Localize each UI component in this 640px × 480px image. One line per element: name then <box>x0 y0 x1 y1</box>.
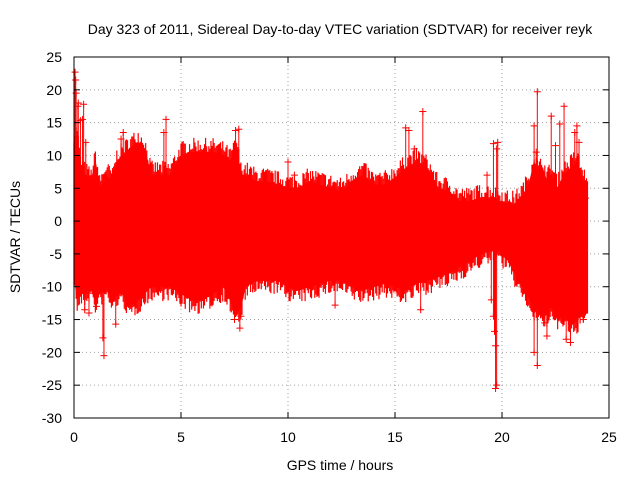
y-tick-label: 25 <box>46 49 62 65</box>
x-tick-label: 0 <box>70 429 78 445</box>
data-point <box>231 316 238 324</box>
data-point <box>573 122 581 130</box>
data-point <box>74 99 82 107</box>
data-point <box>543 332 551 340</box>
y-tick-label: 20 <box>46 82 62 98</box>
data-point <box>419 107 427 115</box>
data-point <box>566 339 574 347</box>
data-point <box>552 142 559 150</box>
data-point <box>577 308 585 316</box>
data-point <box>405 127 413 135</box>
y-tick-label: -15 <box>42 312 62 328</box>
data-point <box>81 306 89 314</box>
x-tick-label: 15 <box>387 429 403 445</box>
data-point <box>331 301 339 309</box>
data-point <box>493 381 501 389</box>
data-point <box>489 140 497 148</box>
data-point <box>541 319 549 327</box>
data-point <box>492 384 500 392</box>
data-point <box>119 128 127 136</box>
data-point <box>82 138 90 146</box>
y-tick-label: -25 <box>42 377 62 393</box>
x-tick-label: 5 <box>177 429 185 445</box>
chart-title: Day 323 of 2011, Sidereal Day-to-day VTE… <box>88 21 593 37</box>
data-point <box>562 335 570 343</box>
x-tick-label: 10 <box>280 429 296 445</box>
y-tick-label: 10 <box>46 147 62 163</box>
data-point <box>114 291 122 299</box>
y-tick-label: -20 <box>42 344 62 360</box>
data-point <box>80 100 88 108</box>
data-point <box>237 312 245 320</box>
y-tick-label: -5 <box>50 246 63 262</box>
data-point <box>100 352 108 360</box>
data-point <box>235 125 243 133</box>
data-point <box>290 171 298 179</box>
data-point <box>162 115 170 123</box>
data-point <box>99 334 107 342</box>
data-point <box>530 122 538 130</box>
data-point <box>493 145 501 153</box>
data-point <box>92 302 100 310</box>
data-point <box>236 324 244 332</box>
data-point <box>483 171 491 179</box>
data-series <box>71 68 589 392</box>
data-point <box>547 112 555 120</box>
data-point <box>72 76 80 84</box>
x-tick-label: 20 <box>494 429 510 445</box>
y-tick-label: -30 <box>42 410 62 426</box>
data-point <box>126 302 134 310</box>
data-point <box>533 361 541 369</box>
axis-ticks <box>73 56 610 419</box>
y-tick-label: 0 <box>54 213 62 229</box>
data-point <box>112 320 120 328</box>
data-point <box>556 120 564 128</box>
x-tick-label: 25 <box>601 429 617 445</box>
data-point <box>232 127 240 135</box>
data-point <box>532 148 540 156</box>
data-point <box>579 316 587 324</box>
y-tick-label: 5 <box>54 180 62 196</box>
data-point <box>560 102 568 110</box>
data-point <box>71 68 79 76</box>
data-point <box>85 309 93 317</box>
data-point <box>575 138 583 146</box>
x-axis-label: GPS time / hours <box>287 457 394 473</box>
data-point <box>494 138 502 146</box>
plot-frame <box>73 56 610 419</box>
data-point <box>581 194 589 202</box>
y-tick-label: -10 <box>42 279 62 295</box>
data-point <box>530 348 538 356</box>
data-point <box>410 145 418 153</box>
data-point <box>84 289 92 297</box>
y-tick-label: 15 <box>46 115 62 131</box>
data-point <box>533 88 541 96</box>
data-point <box>284 158 292 166</box>
data-point <box>417 306 425 314</box>
tick-labels: 0 5 10 15 20 25 -30 -25 -20 -15 -10 -5 0 5 10 15 20 25 <box>42 49 617 445</box>
y-axis-label: SDTVAR / TECUs <box>7 181 23 293</box>
data-point <box>79 115 87 123</box>
